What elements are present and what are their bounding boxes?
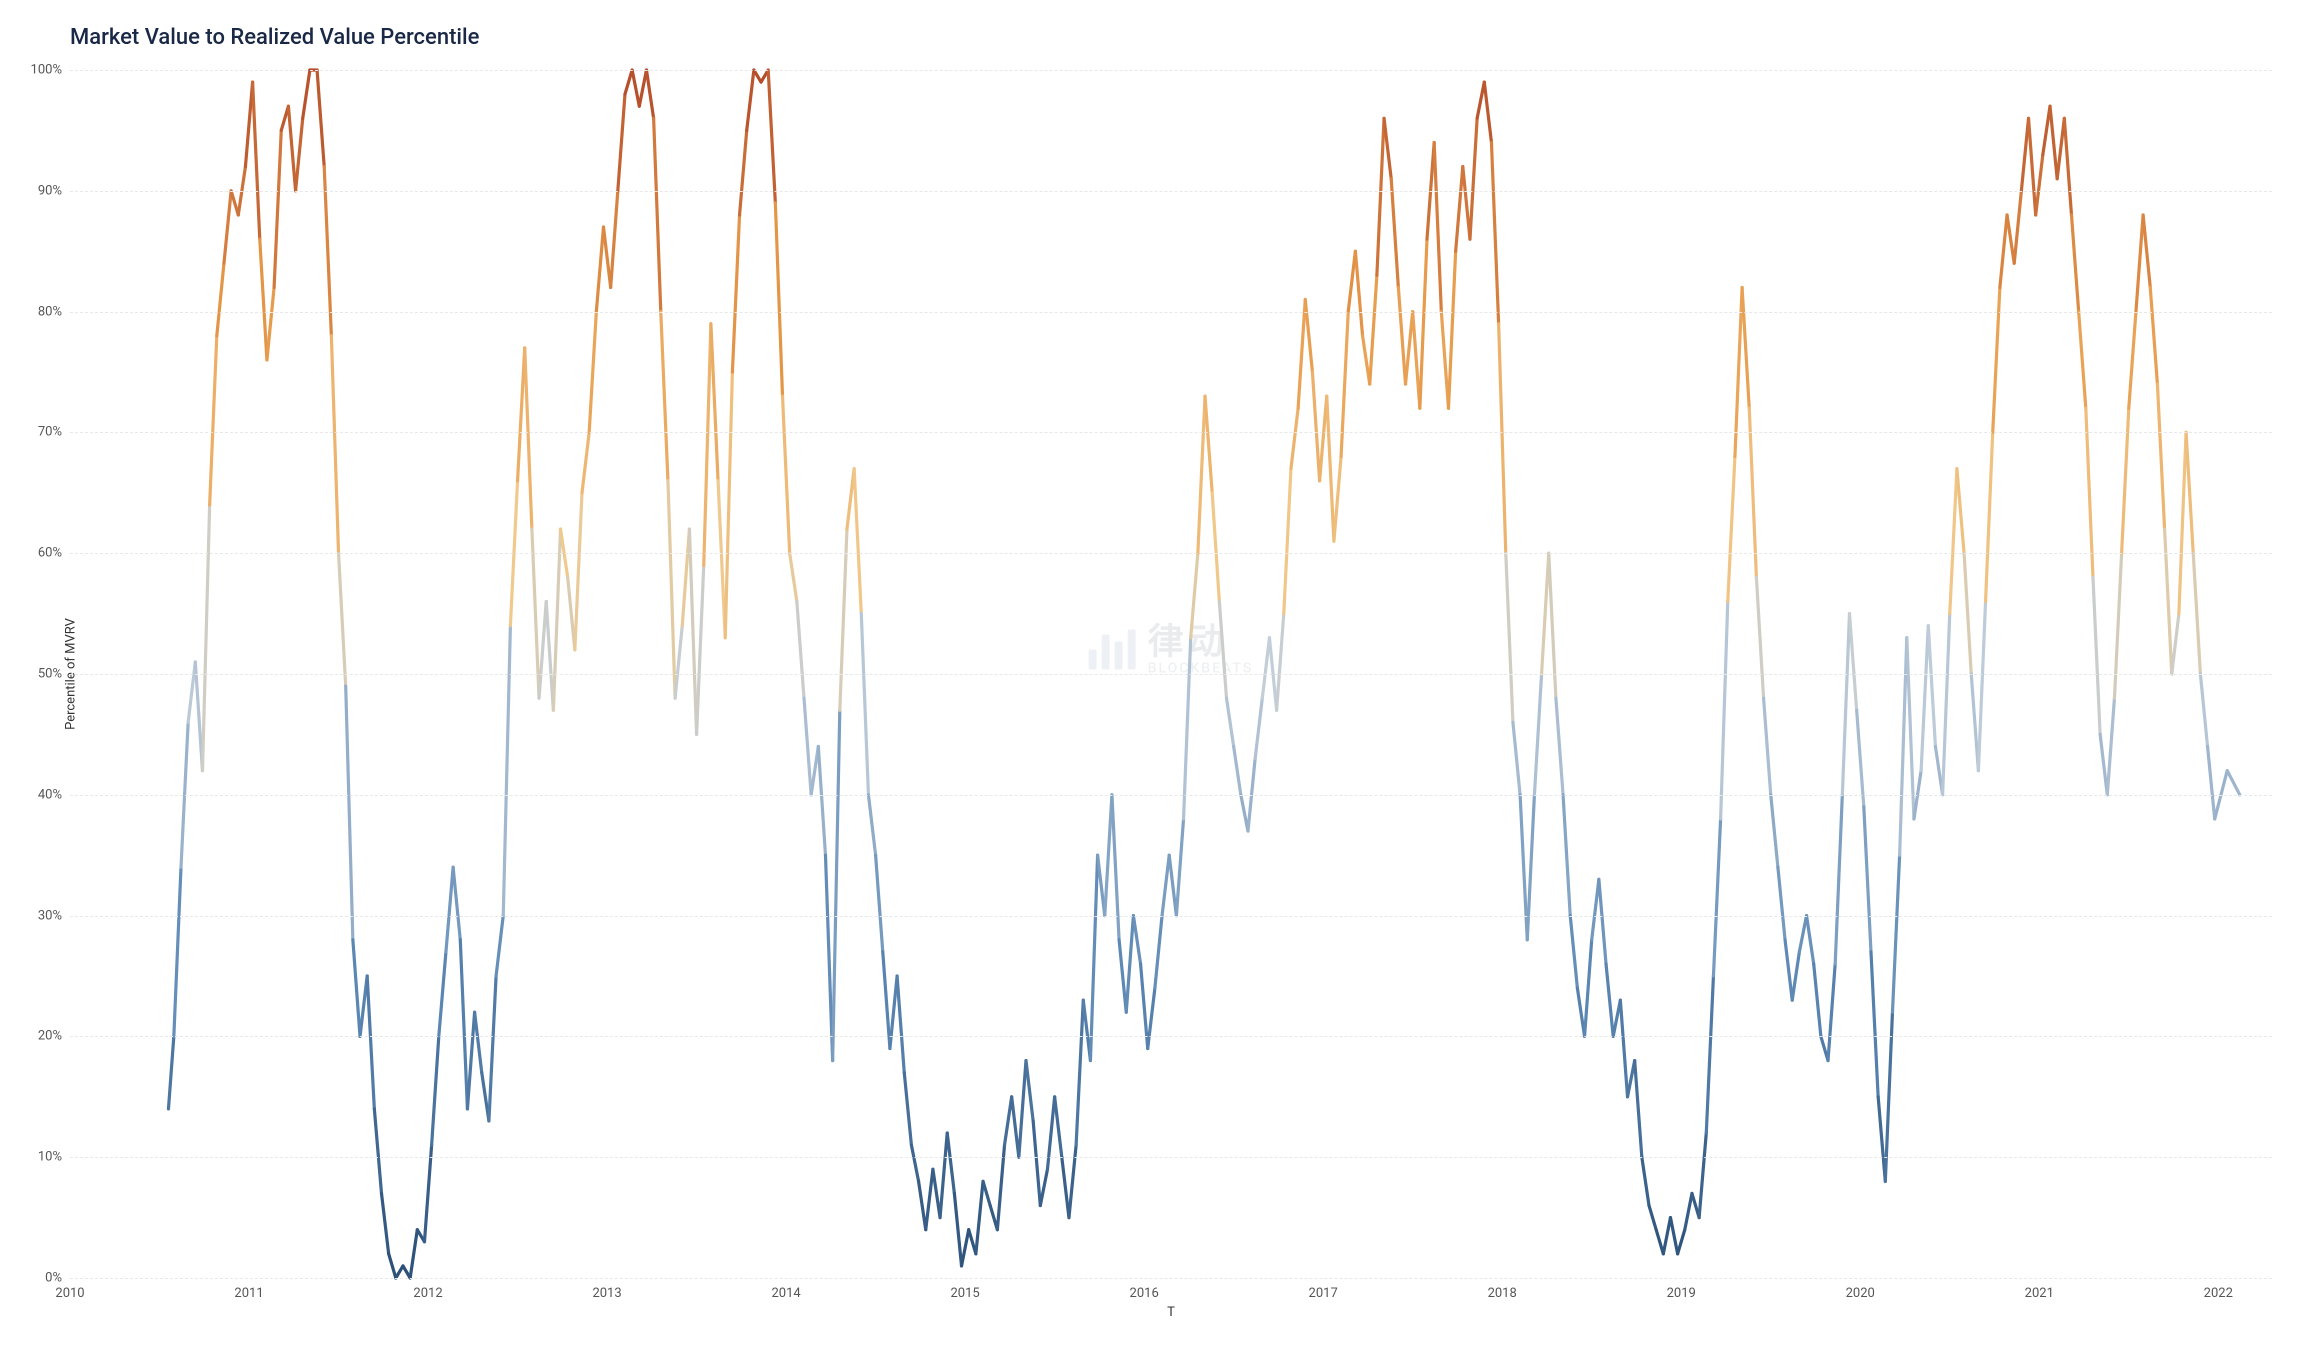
x-tick-label: 2017 [1309,1278,1338,1301]
gridline [70,1278,2272,1279]
y-tick-label: 40% [38,787,70,802]
y-tick-label: 50% [38,667,70,682]
x-tick-label: 2010 [55,1278,84,1301]
x-tick-label: 2016 [1130,1278,1159,1301]
x-tick-label: 2015 [950,1278,979,1301]
x-tick-label: 2021 [2025,1278,2054,1301]
y-tick-label: 20% [38,1029,70,1044]
y-tick-label: 80% [38,304,70,319]
y-tick-label: 30% [38,908,70,923]
x-tick-label: 2012 [413,1278,442,1301]
x-tick-label: 2013 [592,1278,621,1301]
y-tick-label: 70% [38,425,70,440]
x-tick-label: 2020 [1846,1278,1875,1301]
y-tick-label: 10% [38,1150,70,1165]
x-tick-label: 2019 [1667,1278,1696,1301]
line-chart-svg [70,70,2272,1278]
x-tick-label: 2018 [1488,1278,1517,1301]
x-tick-label: 2014 [771,1278,800,1301]
x-tick-label: 2011 [234,1278,263,1301]
chart-container: Market Value to Realized Value Percentil… [0,0,2312,1358]
plot-area: Percentile of MVRV T 律动 BLOCKBEATS 0%10%… [70,70,2272,1278]
y-tick-label: 100% [31,63,70,78]
x-axis-label: T [1167,1305,1175,1320]
chart-title: Market Value to Realized Value Percentil… [70,25,2272,50]
y-tick-label: 60% [38,546,70,561]
x-tick-label: 2022 [2204,1278,2233,1301]
y-tick-label: 90% [38,183,70,198]
